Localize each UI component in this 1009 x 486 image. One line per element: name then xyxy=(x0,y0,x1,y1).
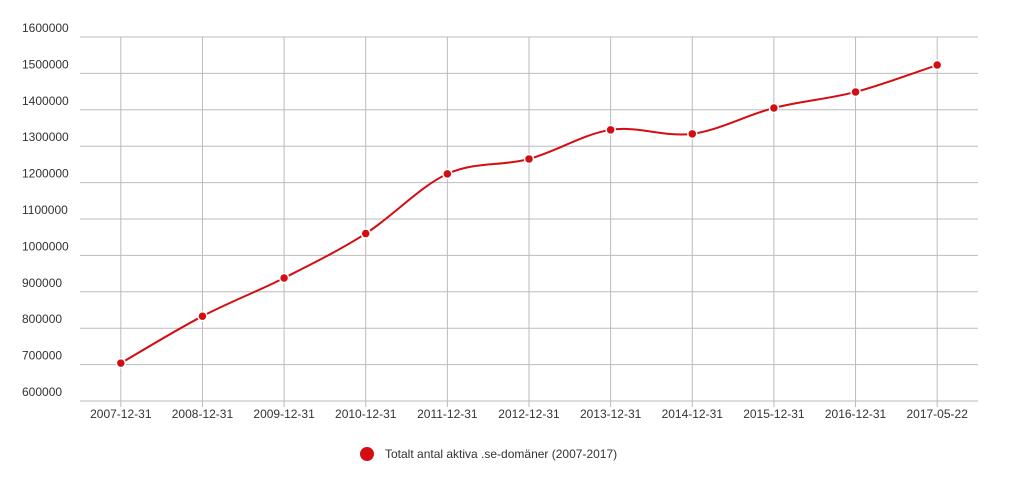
point xyxy=(360,228,371,239)
y-tick-label: 1500000 xyxy=(22,57,69,71)
y-tick-label: 1000000 xyxy=(22,239,69,253)
x-tick-label: 2009-12-31 xyxy=(253,407,315,421)
x-tick-label: 2007-12-31 xyxy=(90,407,152,421)
legend-marker xyxy=(360,447,374,461)
x-tick-label: 2008-12-31 xyxy=(172,407,234,421)
x-tick-label: 2012-12-31 xyxy=(498,407,560,421)
y-tick-label: 900000 xyxy=(22,276,62,290)
point xyxy=(278,272,290,284)
point xyxy=(523,153,535,165)
y-tick-label: 1600000 xyxy=(22,21,69,35)
y-tick-label: 1100000 xyxy=(22,203,68,217)
y-tick-label: 800000 xyxy=(22,312,62,326)
y-tick-label: 600000 xyxy=(22,385,62,399)
x-tick-label: 2015-12-31 xyxy=(743,407,805,421)
y-tick-label: 1200000 xyxy=(22,167,69,181)
point xyxy=(197,310,208,322)
point xyxy=(687,128,698,140)
point xyxy=(850,86,861,98)
legend-label: Totalt antal aktiva .se-domäner (2007-20… xyxy=(385,447,617,461)
point xyxy=(605,124,616,136)
point xyxy=(442,168,453,180)
x-tick-label: 2016-12-31 xyxy=(825,407,887,421)
x-tick-label: 2011-12-31 xyxy=(417,407,478,421)
y-tick-label: 1400000 xyxy=(22,94,69,108)
x-tick-label: 2013-12-31 xyxy=(580,407,642,421)
y-tick-label: 1300000 xyxy=(22,130,69,144)
x-tick-label: 2017-05-22 xyxy=(906,407,968,421)
point xyxy=(115,357,127,369)
point xyxy=(768,102,780,114)
y-tick-label: 700000 xyxy=(22,349,62,363)
x-tick-label: 2010-12-31 xyxy=(335,407,397,421)
point xyxy=(931,59,943,71)
x-tick-label: 2014-12-31 xyxy=(662,407,724,421)
